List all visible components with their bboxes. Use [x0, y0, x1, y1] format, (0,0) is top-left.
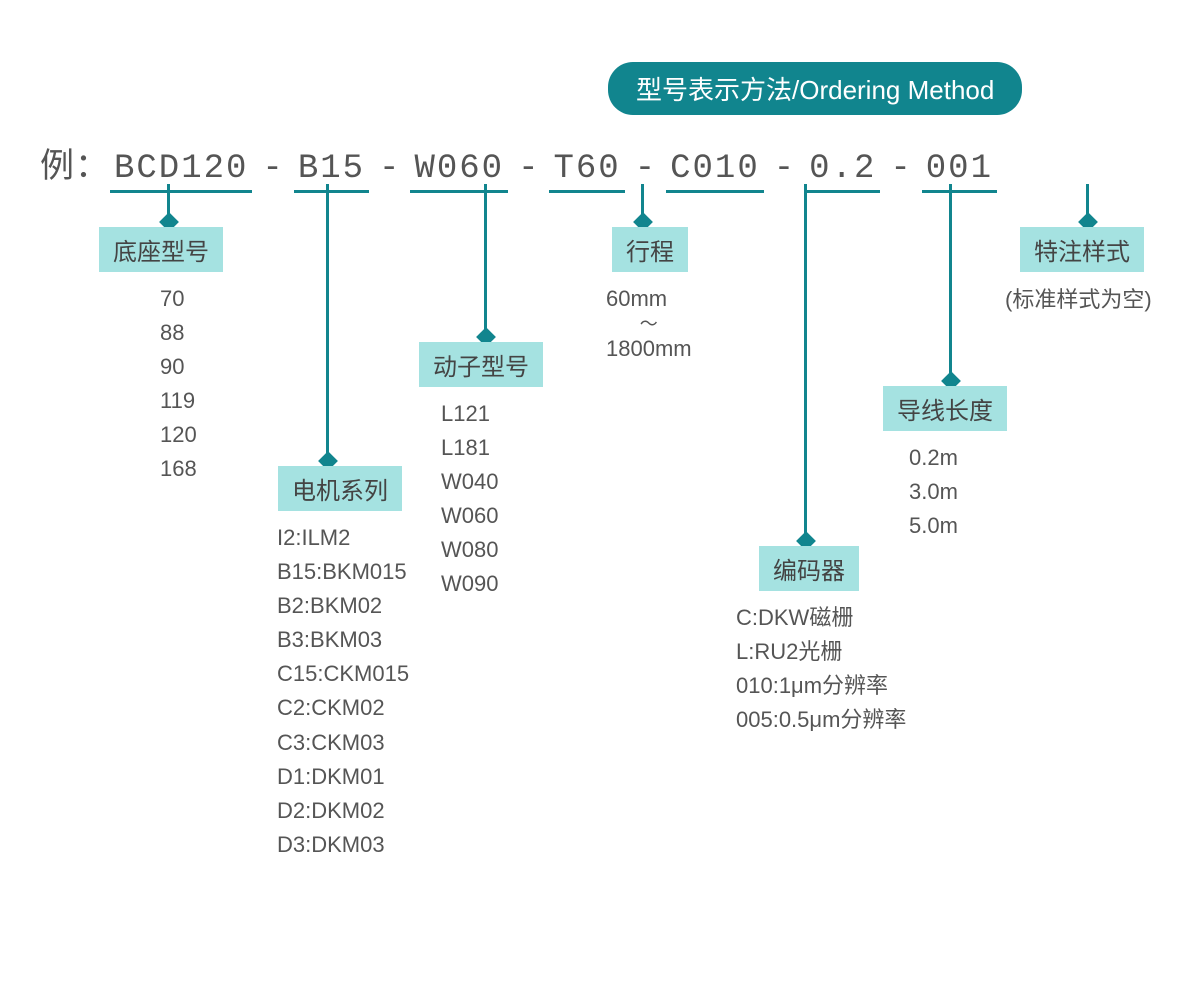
seg-6: 001 [922, 150, 997, 193]
dash: - [518, 150, 539, 188]
dash: - [379, 150, 400, 188]
column-values: C:DKW磁栅L:RU2光栅010:1μm分辨率005:0.5μm分辨率 [736, 601, 906, 737]
connector-line [484, 184, 487, 336]
seg-2: W060 [410, 150, 508, 193]
seg-3: T60 [549, 150, 624, 193]
column-label: 编码器 [759, 546, 859, 591]
example-code-row: 例：BCD120-B15-W060-T60-C010-0.2-001 [40, 138, 997, 193]
header-text: 型号表示方法/Ordering Method [636, 75, 994, 105]
seg-0: BCD120 [110, 150, 252, 193]
seg-1: B15 [294, 150, 369, 193]
column-values: 0.2m3.0m5.0m [909, 441, 958, 543]
example-prefix: 例： [40, 147, 110, 185]
column-label: 导线长度 [883, 386, 1007, 431]
column-label: 电机系列 [278, 466, 402, 511]
header-pill: 型号表示方法/Ordering Method [608, 62, 1022, 115]
column-label: 特注样式 [1020, 227, 1144, 272]
seg-4: C010 [666, 150, 764, 193]
column-values: I2:ILM2B15:BKM015B2:BKM02B3:BKM03C15:CKM… [277, 521, 409, 862]
connector-line [326, 184, 329, 460]
connector-line [804, 184, 807, 540]
column-values: 708890119120168 [160, 282, 197, 487]
dash: - [262, 150, 283, 188]
dash: - [890, 150, 911, 188]
column-values: L121L181W040W060W080W090 [441, 397, 498, 602]
seg-5: 0.2 [805, 150, 880, 193]
column-label: 动子型号 [419, 342, 543, 387]
column-values: 60mm〜1800mm [606, 282, 692, 366]
connector-line [949, 184, 952, 380]
dash: - [635, 150, 656, 188]
column-label: 底座型号 [99, 227, 223, 272]
column-note: (标准样式为空) [1005, 282, 1152, 314]
column-label: 行程 [612, 227, 688, 272]
dash: - [774, 150, 795, 188]
